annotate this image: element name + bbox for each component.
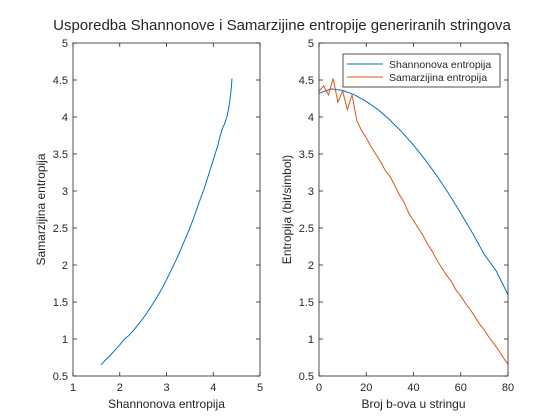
y-tick-label: 1 [308,334,314,346]
y-tick-label: 3.5 [299,149,314,161]
figure-title: Usporedba Shannonove i Samarzijine entro… [53,17,511,34]
x-tick-label: 4 [210,382,216,394]
x-axis-label: Shannonova entropija [108,397,225,411]
y-tick-label: 0.5 [299,371,314,383]
legend-box [342,53,501,88]
x-tick-label: 80 [502,382,514,394]
series-line-1 [100,78,233,366]
y-tick-label: 2.5 [53,223,68,235]
y-tick-label: 5 [62,38,68,50]
y-tick-label: 2 [62,260,68,272]
y-tick-label: 2 [308,260,314,272]
y-axis-label: Samarzijina entropija [34,153,48,265]
y-tick-label: 5 [308,38,314,50]
legend-entry: Samarzijina entropija [389,72,487,84]
x-tick-label: 0 [316,382,322,394]
x-tick-label: 20 [360,382,372,394]
y-tick-label: 1.5 [53,297,68,309]
x-tick-label: 1 [70,382,76,394]
x-tick-label: 2 [117,382,123,394]
x-tick-label: 5 [257,382,263,394]
y-tick-label: 2.5 [299,223,314,235]
y-tick-label: 4 [308,112,314,124]
y-tick-label: 4.5 [53,75,68,87]
legend-entry: Shannonova entropija [389,59,491,71]
series-line-1 [318,88,509,295]
y-tick-label: 1.5 [299,297,314,309]
y-tick-label: 1 [62,334,68,346]
y-tick-label: 0.5 [53,371,68,383]
y-tick-label: 3 [308,186,314,198]
x-axis-label: Broj b-ova u stringu [361,397,465,411]
y-tick-label: 3.5 [53,149,68,161]
x-tick-label: 3 [163,382,169,394]
x-tick-label: 60 [455,382,467,394]
y-tick-label: 3 [62,186,68,198]
series-line-2 [318,78,509,365]
y-tick-label: 4.5 [299,75,314,87]
y-tick-label: 4 [62,112,68,124]
right-plot: 0 20 40 60 80 0.5 1 1.5 2 2.5 3 3.5 4 4.5 5 Broj b-ova … [280,38,514,411]
y-axis-label: Entropija (bit/simbol) [280,155,294,264]
x-tick-label: 40 [407,382,419,394]
